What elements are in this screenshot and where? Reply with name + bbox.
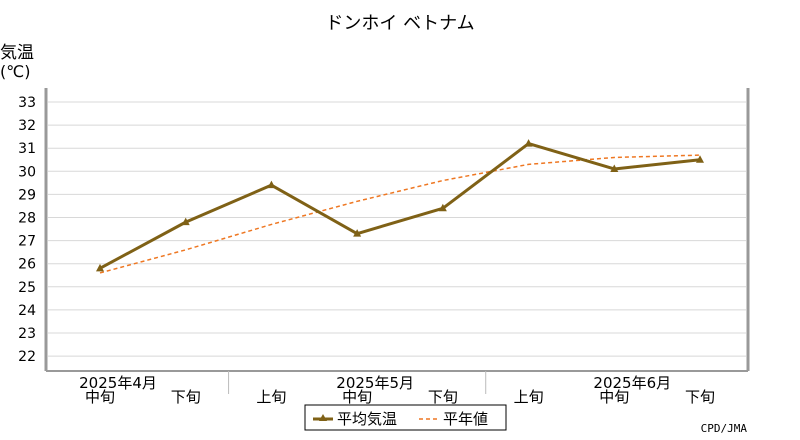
y-tick-label: 33 — [18, 95, 36, 111]
data-point-mean — [438, 203, 447, 212]
legend-label-normal: 平年値 — [443, 410, 488, 428]
data-point-mean — [267, 180, 276, 189]
y-tick-label: 26 — [18, 257, 36, 273]
y-axis-unit: (℃) — [0, 62, 30, 81]
x-tick-label: 中旬 — [599, 388, 629, 406]
credit-text: CPD/JMA — [701, 422, 748, 435]
x-tick-label: 上旬 — [514, 388, 544, 406]
data-point-mean — [353, 229, 362, 237]
y-tick-label: 29 — [18, 187, 36, 203]
y-tick-label: 28 — [18, 211, 36, 227]
y-tick-label: 32 — [18, 118, 36, 134]
y-tick-label: 22 — [18, 349, 36, 365]
y-tick-labels: 22 23 24 25 26 27 28 29 30 31 32 33 — [18, 95, 36, 365]
x-tick-label: 下旬 — [171, 388, 201, 406]
chart-title: ドンホイ ベトナム — [325, 13, 474, 34]
y-axis-label: 気温 — [0, 43, 34, 63]
x-axis: 中旬 下旬 上旬 中旬 下旬 上旬 中旬 下旬 2025年4月 2025年5月 2025年6月 — [79, 371, 715, 406]
plot-frame — [44, 88, 750, 372]
data-point-mean — [524, 139, 533, 147]
x-tick-label: 下旬 — [685, 388, 715, 406]
x-tick-label: 下旬 — [428, 388, 458, 406]
x-tick-label: 上旬 — [256, 388, 286, 406]
month-label: 2025年6月 — [593, 374, 671, 392]
x-tick-label: 中旬 — [342, 388, 372, 406]
month-label: 2025年4月 — [79, 374, 157, 392]
series-layer — [96, 139, 704, 274]
legend-box — [304, 404, 507, 431]
grid-lines — [48, 101, 746, 357]
data-point-mean — [96, 263, 104, 272]
legend-marker-mean — [319, 414, 327, 421]
series-line-mean — [99, 142, 701, 270]
y-tick-label: 23 — [18, 326, 36, 342]
x-tick-label: 中旬 — [85, 388, 115, 406]
data-point-mean — [610, 164, 619, 172]
y-tick-label: 25 — [18, 280, 36, 296]
series-line-normal — [99, 154, 701, 274]
y-tick-label: 24 — [18, 303, 36, 319]
legend: 平均気温 平年値 — [304, 404, 507, 431]
y-tick-label: 31 — [18, 141, 36, 157]
legend-label-mean: 平均気温 — [337, 410, 397, 428]
data-point-mean — [181, 217, 190, 226]
data-point-mean — [696, 155, 704, 163]
month-label: 2025年5月 — [336, 374, 414, 392]
y-tick-label: 27 — [18, 234, 36, 250]
y-tick-label: 30 — [18, 164, 36, 180]
